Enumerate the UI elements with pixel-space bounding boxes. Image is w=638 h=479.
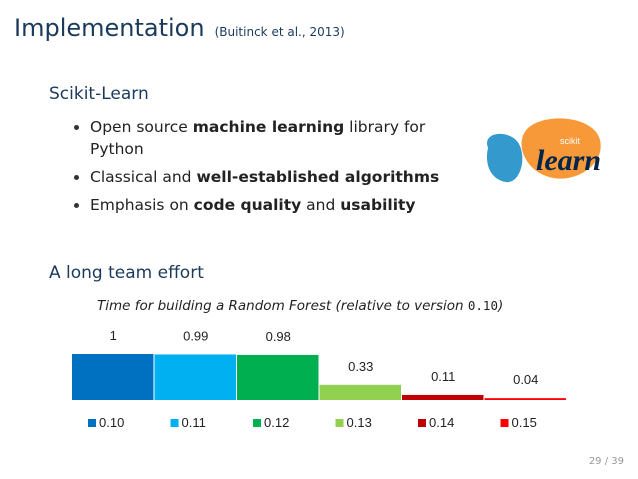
bar-value-label: 0.98 xyxy=(266,329,291,344)
section-heading-scikit-learn: Scikit-Learn xyxy=(49,84,149,104)
legend-swatch xyxy=(170,419,179,427)
legend-label: 0.14 xyxy=(429,415,454,430)
title-text: Implementation xyxy=(14,14,205,42)
bar-0.12 xyxy=(237,354,319,400)
bar-value-label: 1 xyxy=(110,328,117,343)
bullet-text: and xyxy=(301,196,341,214)
chart-title-close: ) xyxy=(497,298,504,314)
chart-title-text: Time for building a Random Forest (relat… xyxy=(97,298,464,314)
bullet-bold: machine learning xyxy=(192,118,345,136)
slide-title: Implementation (Buitinck et al., 2013) xyxy=(14,14,345,42)
bullet-text: Emphasis on xyxy=(90,196,194,214)
citation: (Buitinck et al., 2013) xyxy=(214,25,345,39)
legend-swatch xyxy=(418,419,426,427)
logo-top-text: scikit xyxy=(560,136,580,146)
page-number: 29 / 39 xyxy=(588,456,624,467)
bar-0.15 xyxy=(484,398,566,400)
logo-blue-blob xyxy=(486,133,523,183)
bullet-item: Classical and well-established algorithm… xyxy=(72,166,452,188)
bar-0.13 xyxy=(319,384,401,400)
bullet-item: Open source machine learning library for… xyxy=(72,116,452,160)
bullet-bold: usability xyxy=(340,196,416,214)
legend-label: 0.11 xyxy=(182,415,206,430)
logo-main-text: learn xyxy=(536,144,601,177)
bullet-text: Open source xyxy=(90,118,193,136)
legend-label: 0.13 xyxy=(347,415,372,430)
bullet-bold: code quality xyxy=(193,196,302,214)
legend-swatch xyxy=(500,419,509,427)
bar-value-label: 0.33 xyxy=(348,359,373,374)
section-heading-team-effort: A long team effort xyxy=(49,263,204,283)
scikit-learn-logo: scikit learn xyxy=(486,118,601,183)
bullet-list: Open source machine learning library for… xyxy=(72,116,452,222)
legend-label: 0.12 xyxy=(264,415,289,430)
legend-swatch xyxy=(253,419,261,427)
bullet-text: Classical and xyxy=(90,168,197,186)
bar-value-label: 0.11 xyxy=(431,369,455,384)
legend-label: 0.10 xyxy=(99,415,124,430)
logo-orange-blob xyxy=(521,118,601,179)
bar-0.14 xyxy=(402,394,484,400)
bullet-bold: well-established algorithms xyxy=(196,168,440,186)
bar-value-label: 0.99 xyxy=(183,328,208,343)
bar-0.11 xyxy=(154,354,236,400)
legend-swatch xyxy=(335,419,344,427)
legend-swatch xyxy=(88,419,96,427)
chart-title-version: 0.10 xyxy=(467,298,498,313)
bullet-text: library for Python xyxy=(90,118,426,158)
legend-label: 0.15 xyxy=(512,415,537,430)
chart-title: Time for building a Random Forest (relat… xyxy=(97,298,503,314)
bullet-item: Emphasis on code quality and usability xyxy=(72,194,452,216)
bar-value-label: 0.04 xyxy=(513,372,538,387)
bar-0.10 xyxy=(72,354,154,400)
